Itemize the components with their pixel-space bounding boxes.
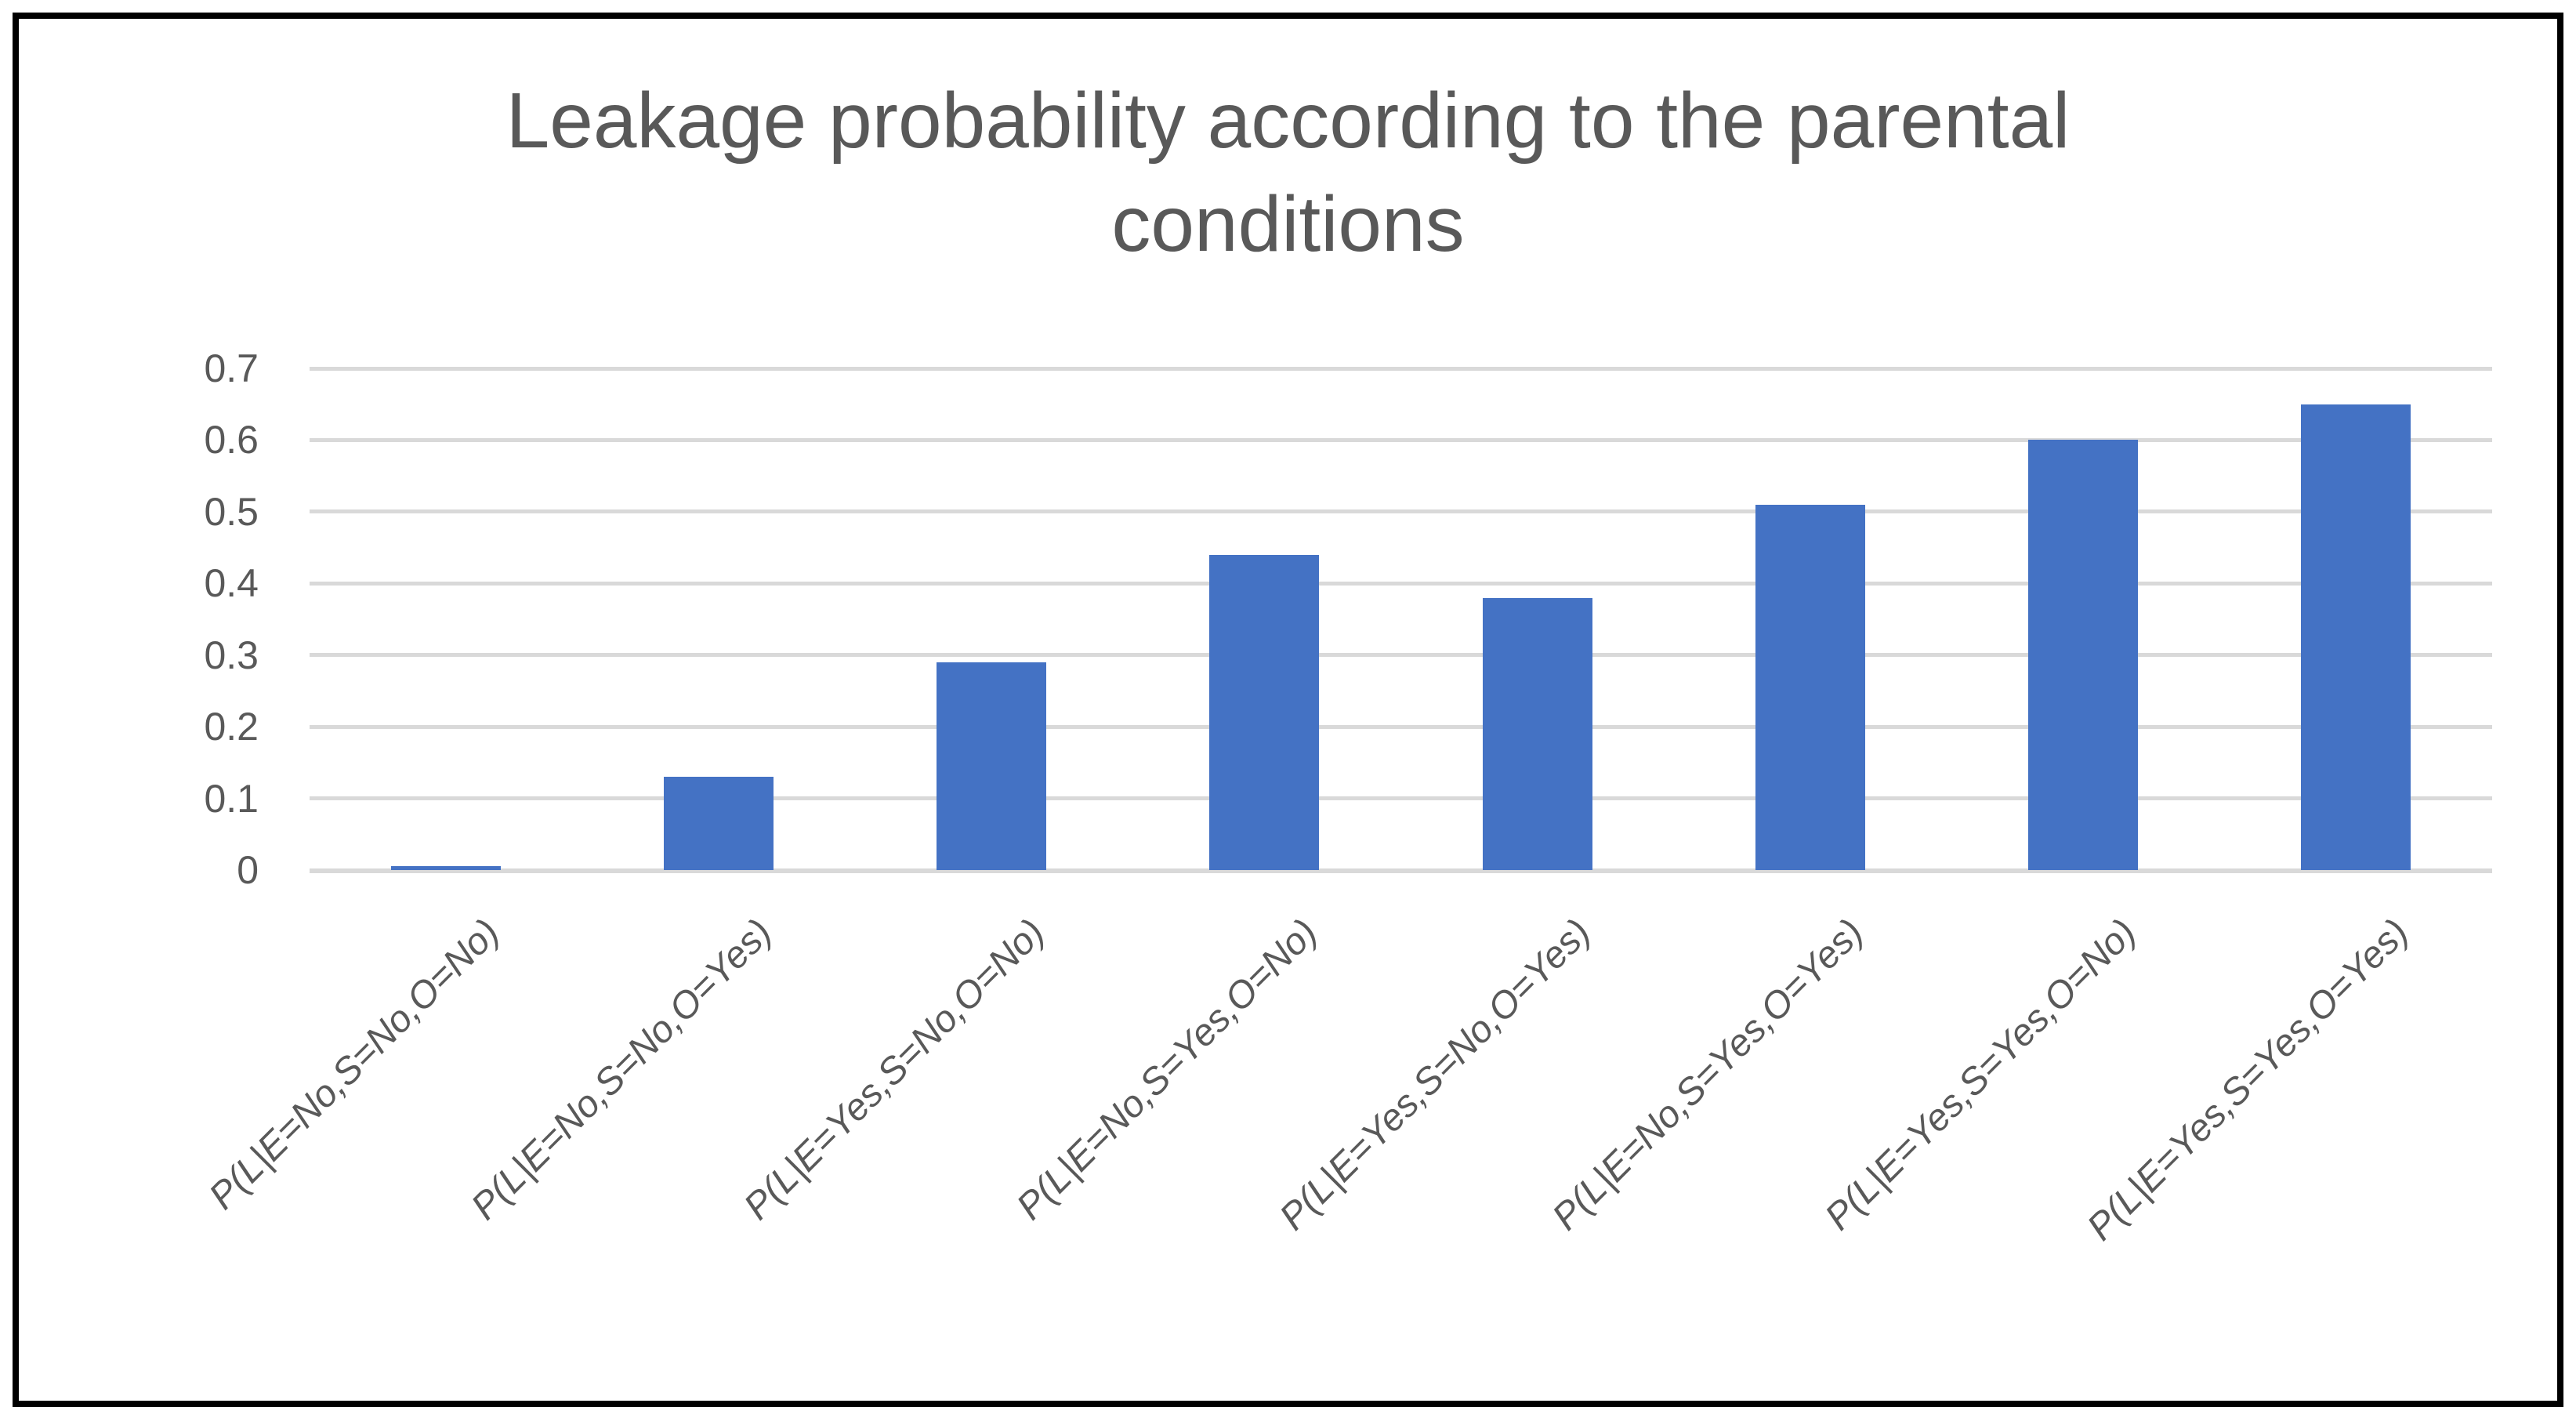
x-axis-line (310, 868, 2492, 873)
gridline (310, 724, 2492, 729)
gridline (310, 796, 2492, 801)
chart-title-line-2: conditions (1111, 180, 1465, 268)
y-tick-label: 0.2 (204, 705, 259, 749)
y-tick-label: 0.6 (204, 418, 259, 462)
gridline (310, 366, 2492, 371)
bar (1755, 504, 1865, 870)
y-tick-label: 0.4 (204, 561, 259, 606)
y-tick-label: 0.5 (204, 489, 259, 534)
gridline (310, 437, 2492, 442)
bar (1482, 597, 1592, 870)
gridline (310, 581, 2492, 586)
gridline (310, 509, 2492, 514)
bar (2300, 404, 2411, 870)
y-tick-label: 0.3 (204, 633, 259, 677)
bar (2027, 440, 2138, 870)
bar (1209, 554, 1320, 870)
bar (664, 777, 774, 870)
chart-title: Leakage probability according to the par… (0, 69, 2576, 276)
y-tick-label: 0.7 (204, 346, 259, 390)
gridline (310, 653, 2492, 658)
chart-frame (13, 13, 2563, 1407)
plot-area (310, 366, 2492, 873)
bar (937, 662, 1047, 870)
bar (391, 866, 502, 870)
chart-title-line-1: Leakage probability according to the par… (505, 77, 2071, 165)
y-tick-label: 0.1 (204, 776, 259, 821)
y-tick-label: 0 (237, 848, 259, 892)
